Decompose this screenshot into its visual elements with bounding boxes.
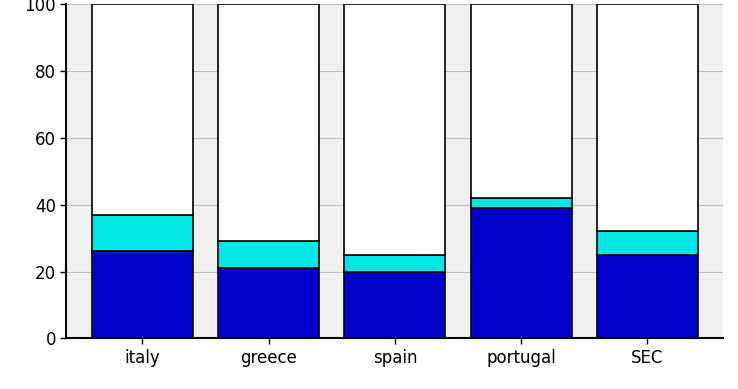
Bar: [345, 4, 445, 255]
Bar: [92, 4, 193, 215]
Bar: [597, 4, 698, 231]
Bar: [218, 242, 319, 268]
Bar: [92, 215, 193, 251]
Bar: [218, 268, 319, 338]
Bar: [345, 255, 445, 272]
Bar: [597, 231, 698, 255]
Bar: [597, 255, 698, 338]
Bar: [345, 272, 445, 338]
Bar: [218, 4, 319, 242]
Bar: [471, 198, 572, 208]
Bar: [471, 208, 572, 338]
Bar: [471, 4, 572, 198]
Bar: [92, 251, 193, 338]
